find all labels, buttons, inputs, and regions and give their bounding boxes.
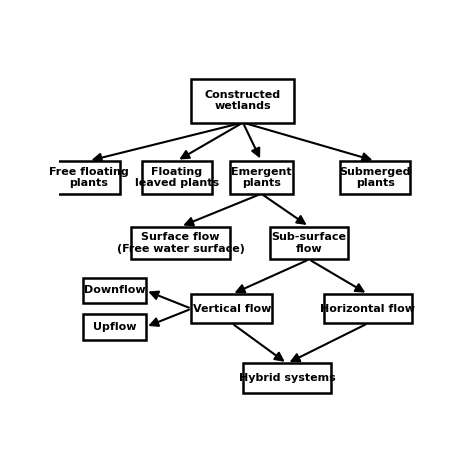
FancyBboxPatch shape <box>230 161 292 194</box>
Text: Hybrid systems: Hybrid systems <box>238 373 336 383</box>
FancyBboxPatch shape <box>83 314 146 340</box>
FancyBboxPatch shape <box>142 161 212 194</box>
Text: Surface flow
(Free water surface): Surface flow (Free water surface) <box>117 232 245 254</box>
Text: Horizontal flow: Horizontal flow <box>320 304 415 314</box>
Text: Emergent
plants: Emergent plants <box>231 166 292 188</box>
Text: Floating
leaved plants: Floating leaved plants <box>135 166 219 188</box>
FancyBboxPatch shape <box>191 79 294 123</box>
Text: Submerged
plants: Submerged plants <box>339 166 411 188</box>
Text: Vertical flow: Vertical flow <box>193 304 271 314</box>
Text: Constructed
wetlands: Constructed wetlands <box>205 90 281 111</box>
Text: Downflow: Downflow <box>83 285 145 295</box>
FancyBboxPatch shape <box>243 364 331 392</box>
FancyBboxPatch shape <box>191 294 272 323</box>
Text: Free floating
plants: Free floating plants <box>49 166 128 188</box>
FancyBboxPatch shape <box>271 227 347 259</box>
Text: Upflow: Upflow <box>92 322 136 332</box>
Text: Sub-surface
flow: Sub-surface flow <box>272 232 346 254</box>
FancyBboxPatch shape <box>324 294 412 323</box>
FancyBboxPatch shape <box>57 161 120 194</box>
FancyBboxPatch shape <box>131 227 230 259</box>
FancyBboxPatch shape <box>340 161 410 194</box>
FancyBboxPatch shape <box>83 278 146 303</box>
